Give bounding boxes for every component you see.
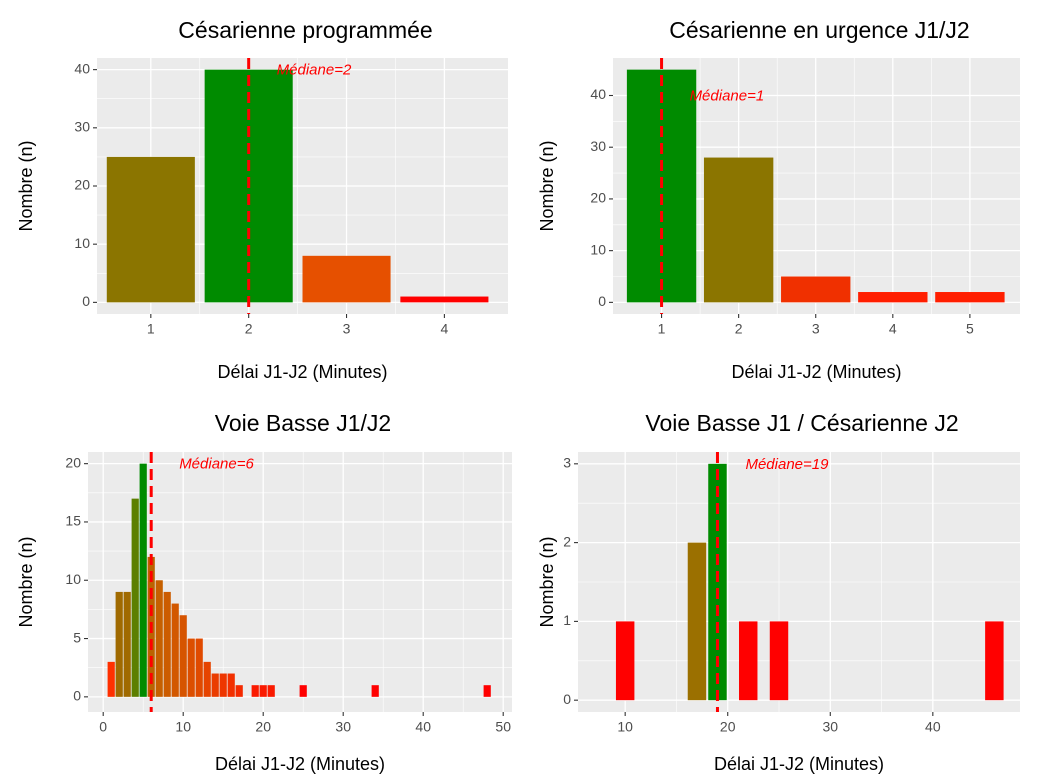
panel-title: Césarienne programmée [178,17,432,43]
x-axis-title: Délai J1-J2 (Minutes) [215,754,385,774]
bar [703,157,774,303]
x-tick-label: 3 [343,321,351,337]
x-tick-label: 20 [720,719,736,735]
x-axis-title: Délai J1-J2 (Minutes) [731,362,901,382]
y-axis-title: Nombre (n) [16,140,36,231]
y-axis-title: Nombre (n) [537,536,557,627]
y-tick-label: 20 [74,177,90,193]
bar [483,685,491,697]
x-axis-title: Délai J1-J2 (Minutes) [217,362,387,382]
x-axis-title: Délai J1-J2 (Minutes) [714,754,884,774]
x-tick-label: 10 [175,719,191,735]
y-tick-label: 2 [563,533,571,549]
x-tick-label: 30 [822,719,838,735]
bar [299,685,307,697]
y-tick-label: 0 [598,293,606,309]
y-tick-label: 20 [65,454,81,470]
bar [371,685,379,697]
y-tick-label: 30 [74,119,90,135]
x-tick-label: 4 [889,321,897,337]
y-tick-label: 0 [563,691,571,707]
x-tick-label: 50 [495,719,511,735]
bar [163,591,171,697]
x-tick-label: 2 [735,321,743,337]
bar [935,292,1005,303]
y-tick-label: 40 [590,86,606,102]
bar [115,591,123,697]
bar [203,661,211,697]
median-annotation: Médiane=1 [690,87,765,104]
bar [155,580,163,697]
bar [259,685,267,697]
x-tick-label: 10 [617,719,633,735]
bar [687,542,707,701]
x-tick-label: 40 [415,719,431,735]
bar [211,673,219,697]
bar [227,673,235,697]
bar [769,621,789,701]
x-tick-label: 3 [812,321,820,337]
y-tick-label: 0 [82,293,90,309]
y-tick-label: 20 [590,190,606,206]
panel-title: Voie Basse J1 / Césarienne J2 [645,410,958,436]
y-axis-title: Nombre (n) [16,536,36,627]
x-tick-label: 20 [255,719,271,735]
x-tick-label: 0 [99,719,107,735]
bar [985,621,1004,701]
y-axis-title: Nombre (n) [537,140,557,231]
bar [171,603,179,697]
y-tick-label: 10 [590,241,606,257]
bar [107,661,115,697]
y-tick-label: 0 [73,688,81,704]
y-tick-label: 3 [563,455,571,471]
x-tick-label: 5 [966,321,974,337]
y-tick-label: 15 [65,513,81,529]
x-tick-label: 1 [658,321,666,337]
bar [219,673,227,697]
bar [139,463,147,697]
bar [123,591,131,697]
bar [179,615,187,697]
median-annotation: Médiane=6 [179,456,254,473]
median-annotation: Médiane=2 [277,62,352,79]
bar [235,685,243,697]
panel-title: Césarienne en urgence J1/J2 [669,17,969,43]
bar [187,638,195,697]
bar [251,685,259,697]
y-tick-label: 1 [563,612,571,628]
bar [131,498,139,697]
bar [858,292,928,303]
panel-title: Voie Basse J1/J2 [215,410,391,436]
x-tick-label: 40 [925,719,941,735]
y-tick-label: 30 [590,138,606,154]
x-tick-label: 1 [147,321,155,337]
median-annotation: Médiane=19 [745,456,829,473]
bar [615,621,635,701]
bar [781,276,851,303]
bar [302,255,391,303]
y-tick-label: 40 [74,60,90,76]
x-tick-label: 30 [335,719,351,735]
bar [106,156,195,303]
x-tick-label: 4 [440,321,448,337]
bar [739,621,758,701]
x-tick-label: 2 [245,321,253,337]
y-tick-label: 5 [73,629,81,645]
bar [267,685,275,697]
y-tick-label: 10 [74,235,90,251]
bar [195,638,203,697]
y-tick-label: 10 [65,571,81,587]
bar [400,296,489,303]
